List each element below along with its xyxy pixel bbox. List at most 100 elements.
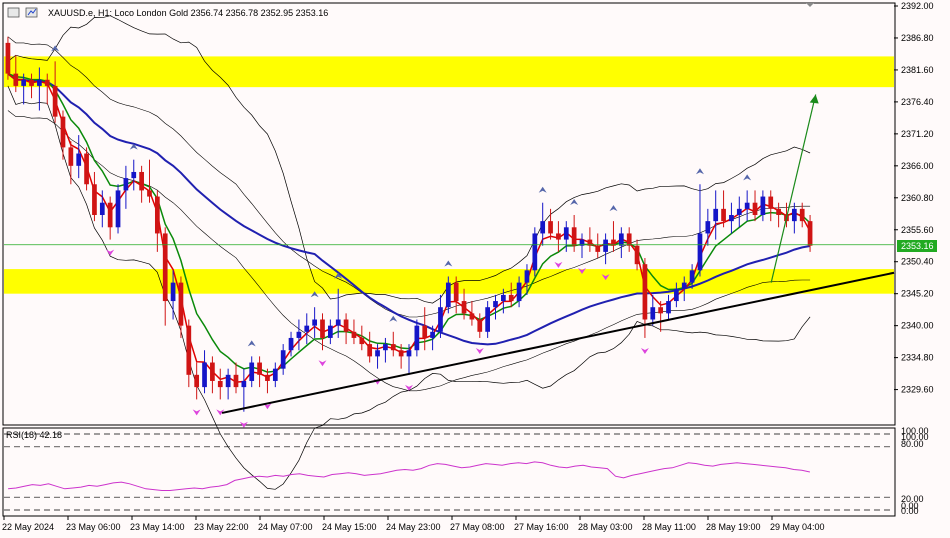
candle-body: [414, 325, 420, 351]
candle-body: [603, 239, 608, 252]
candle-body: [406, 350, 412, 357]
candle-body: [469, 313, 475, 320]
candle-body: [29, 79, 34, 86]
candle: [556, 221, 561, 252]
candle: [343, 313, 349, 345]
chart-shift-marker[interactable]: [806, 3, 814, 7]
candle-body: [249, 362, 255, 381]
time-tick-label: 24 May 15:00: [322, 522, 377, 532]
candle: [422, 307, 428, 351]
price-tick-label: 2350.40: [901, 257, 934, 267]
candle: [430, 325, 435, 351]
candle-body: [304, 325, 310, 332]
candle: [744, 190, 750, 222]
candle: [705, 208, 711, 246]
zones-layer: [4, 56, 894, 294]
time-axis: 22 May 2024 23 May 06:00 23 May 14:00 23 Ma…: [2, 516, 825, 532]
candle-body: [713, 208, 719, 222]
candle: [548, 208, 553, 240]
candle-body: [328, 325, 333, 338]
candle: [768, 190, 774, 222]
price-tick-label: 2371.20: [901, 129, 934, 139]
candle-body: [556, 233, 561, 240]
candle: [563, 221, 569, 252]
fractal-up-icon: [334, 272, 343, 279]
candle: [603, 233, 608, 265]
candle: [485, 301, 490, 338]
candle: [587, 227, 593, 252]
candle-body: [115, 190, 121, 228]
candle-body: [60, 116, 66, 148]
fractal-down-icon: [405, 384, 413, 391]
candle-body: [752, 202, 758, 215]
candle-body: [548, 221, 553, 234]
candle: [579, 233, 585, 259]
candle-body: [335, 319, 341, 326]
candle-body: [162, 233, 168, 302]
candle-body: [485, 307, 490, 332]
price-tick-label: 2376.40: [901, 97, 934, 107]
candle: [21, 73, 27, 105]
candle: [524, 264, 530, 295]
fractal-down-icon: [554, 261, 563, 268]
candle: [123, 165, 129, 209]
header-icons[interactable]: [7, 7, 38, 18]
candle: [351, 319, 357, 345]
price-tick-label: 2381.60: [901, 65, 934, 75]
candle-body: [540, 221, 546, 234]
fractal-down-icon: [106, 249, 115, 256]
fractal-down-icon: [578, 268, 587, 275]
fractal-down-icon: [192, 409, 201, 416]
candle: [154, 190, 160, 252]
price-tick-label: 2355.60: [901, 225, 934, 235]
candle: [666, 294, 671, 320]
candle-body: [194, 374, 200, 388]
symbol-header: XAUUSD.e, H1: Loco London Gold 2356.74 2…: [48, 8, 328, 18]
candle: [60, 110, 66, 160]
time-tick-label: 28 May 11:00: [642, 522, 696, 532]
candle: [713, 190, 719, 240]
rsi-level-0b: 0.00: [901, 506, 919, 516]
candle: [359, 325, 365, 351]
candle-body: [265, 374, 270, 381]
candle: [461, 288, 467, 320]
candle: [540, 202, 546, 246]
candle: [170, 270, 176, 320]
candle: [807, 215, 813, 252]
menu-icon[interactable]: [7, 7, 20, 18]
candle-body: [390, 344, 396, 351]
candle: [752, 190, 758, 222]
fractal-up-icon: [129, 143, 138, 150]
candle-body: [736, 208, 742, 215]
candle: [532, 227, 538, 277]
candle: [729, 202, 734, 234]
time-tick-label: 24 May 23:00: [386, 522, 441, 532]
supply-demand-zone: [4, 56, 894, 88]
chart-icon[interactable]: [25, 7, 38, 18]
rsi-layer: [4, 433, 894, 511]
candle: [328, 319, 333, 345]
time-tick-label: 29 May 04:00: [770, 522, 825, 532]
price-axis: 2392.00 2386.80 2381.60 2376.40 2371.20 2366.…: [894, 1, 934, 395]
fractal-up-icon: [389, 315, 398, 322]
candle: [225, 368, 231, 400]
candle-body: [186, 325, 192, 375]
candle: [390, 331, 396, 357]
candle: [445, 276, 451, 314]
candle: [147, 159, 152, 203]
candle: [99, 190, 105, 228]
rsi-panel-frame: [2, 427, 896, 517]
time-tick-label: 27 May 08:00: [450, 522, 505, 532]
candle: [618, 227, 624, 259]
candle: [674, 282, 679, 308]
time-tick-label: 22 May 2024: [2, 522, 54, 532]
candle: [760, 190, 766, 222]
chart-line-icon: [27, 8, 37, 16]
candle-body: [241, 380, 247, 388]
price-tick-label: 2360.80: [901, 193, 934, 203]
candle-body: [650, 307, 656, 320]
candle: [186, 319, 192, 388]
candle-body: [296, 331, 302, 338]
